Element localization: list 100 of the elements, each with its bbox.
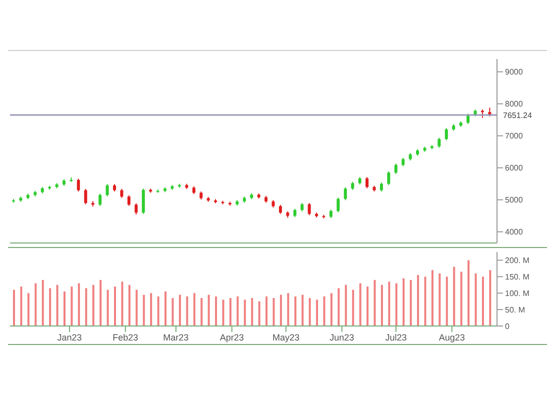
x-tick-label: Mar23 xyxy=(163,332,189,342)
bar xyxy=(388,282,390,326)
bar xyxy=(410,280,412,326)
bar xyxy=(27,293,30,326)
bar xyxy=(402,278,405,326)
candlestick xyxy=(344,186,347,201)
candlestick xyxy=(84,188,88,205)
y-tick-label: 100. M xyxy=(505,288,530,298)
candlestick xyxy=(366,176,369,189)
ref-line-label: 7651.24 xyxy=(503,110,532,120)
bar xyxy=(178,294,181,326)
y-tick-label: 6000 xyxy=(505,164,524,173)
bar xyxy=(287,293,290,326)
bar xyxy=(121,282,124,326)
candlestick xyxy=(142,188,145,214)
bar xyxy=(302,294,304,326)
x-tick-label: May23 xyxy=(272,332,300,342)
bar xyxy=(468,260,470,326)
y-tick-label: 8000 xyxy=(505,100,524,109)
x-tick-label: Apr23 xyxy=(220,332,244,342)
bar xyxy=(280,294,282,326)
y-tick-label: 7000 xyxy=(505,132,524,141)
candlestick xyxy=(98,193,102,206)
x-tick-label: Feb23 xyxy=(112,332,138,342)
candlestick xyxy=(134,202,138,216)
candlestick xyxy=(308,202,311,216)
bar xyxy=(374,280,376,326)
bar xyxy=(215,296,218,326)
bar xyxy=(34,283,37,326)
bar xyxy=(380,284,383,326)
bar xyxy=(164,291,167,326)
bar xyxy=(136,290,138,326)
bar xyxy=(366,286,369,326)
bar xyxy=(222,300,224,326)
bar xyxy=(13,290,15,326)
bar xyxy=(344,284,347,326)
bar xyxy=(294,296,296,326)
bar xyxy=(85,288,88,326)
candlestick xyxy=(444,128,448,141)
bar xyxy=(92,284,94,326)
x-tick-label: Aug23 xyxy=(438,332,465,342)
bar xyxy=(251,298,254,326)
bar xyxy=(128,284,130,326)
candlestick xyxy=(106,184,109,197)
bar xyxy=(266,296,268,326)
bar xyxy=(460,272,462,326)
bar xyxy=(453,266,456,326)
bar xyxy=(229,298,232,326)
bar xyxy=(272,298,275,326)
bar xyxy=(474,273,477,326)
bar xyxy=(157,296,160,326)
bar xyxy=(359,283,362,326)
bar xyxy=(193,293,196,326)
candlestick xyxy=(466,113,470,124)
bar xyxy=(352,290,354,326)
y-tick-label: 200. M xyxy=(505,256,530,266)
bar xyxy=(438,273,441,326)
bar xyxy=(308,298,311,326)
y-tick-label: 4000 xyxy=(505,228,524,237)
bar xyxy=(316,300,318,326)
bar xyxy=(150,293,152,326)
bar xyxy=(323,296,326,326)
bar xyxy=(395,283,398,326)
bar xyxy=(56,284,58,326)
y-tick-label: 9000 xyxy=(505,68,524,77)
bar xyxy=(431,270,434,326)
candlestick xyxy=(76,178,80,192)
bar xyxy=(489,270,492,326)
bar xyxy=(424,276,426,326)
x-tick-label: Jan23 xyxy=(57,332,82,342)
bar xyxy=(330,293,332,326)
bar xyxy=(200,298,203,326)
bar xyxy=(114,286,116,326)
bar xyxy=(70,286,73,326)
bar xyxy=(258,301,260,326)
candlestick xyxy=(387,170,390,186)
bar xyxy=(100,280,102,326)
bar xyxy=(482,276,484,326)
bar xyxy=(49,288,52,326)
bar xyxy=(446,276,448,326)
bar xyxy=(417,275,420,326)
bar xyxy=(42,280,44,326)
bar xyxy=(208,294,210,326)
bar xyxy=(186,296,188,326)
y-tick-label: 150. M xyxy=(505,272,530,282)
x-tick-label: Jul23 xyxy=(385,332,407,342)
bar xyxy=(244,300,246,326)
candlestick xyxy=(127,194,130,206)
y-tick-label: 50. M xyxy=(505,305,526,314)
x-tick-label: Jun23 xyxy=(330,332,354,342)
bar xyxy=(172,298,174,326)
candlestick xyxy=(394,163,398,174)
y-tick-label: 5000 xyxy=(505,196,524,205)
bar xyxy=(142,294,145,326)
bar xyxy=(20,286,22,326)
bar xyxy=(78,283,80,326)
candlestick xyxy=(336,197,340,213)
bar xyxy=(338,288,340,326)
bar xyxy=(236,296,239,326)
candlestick xyxy=(438,137,441,148)
